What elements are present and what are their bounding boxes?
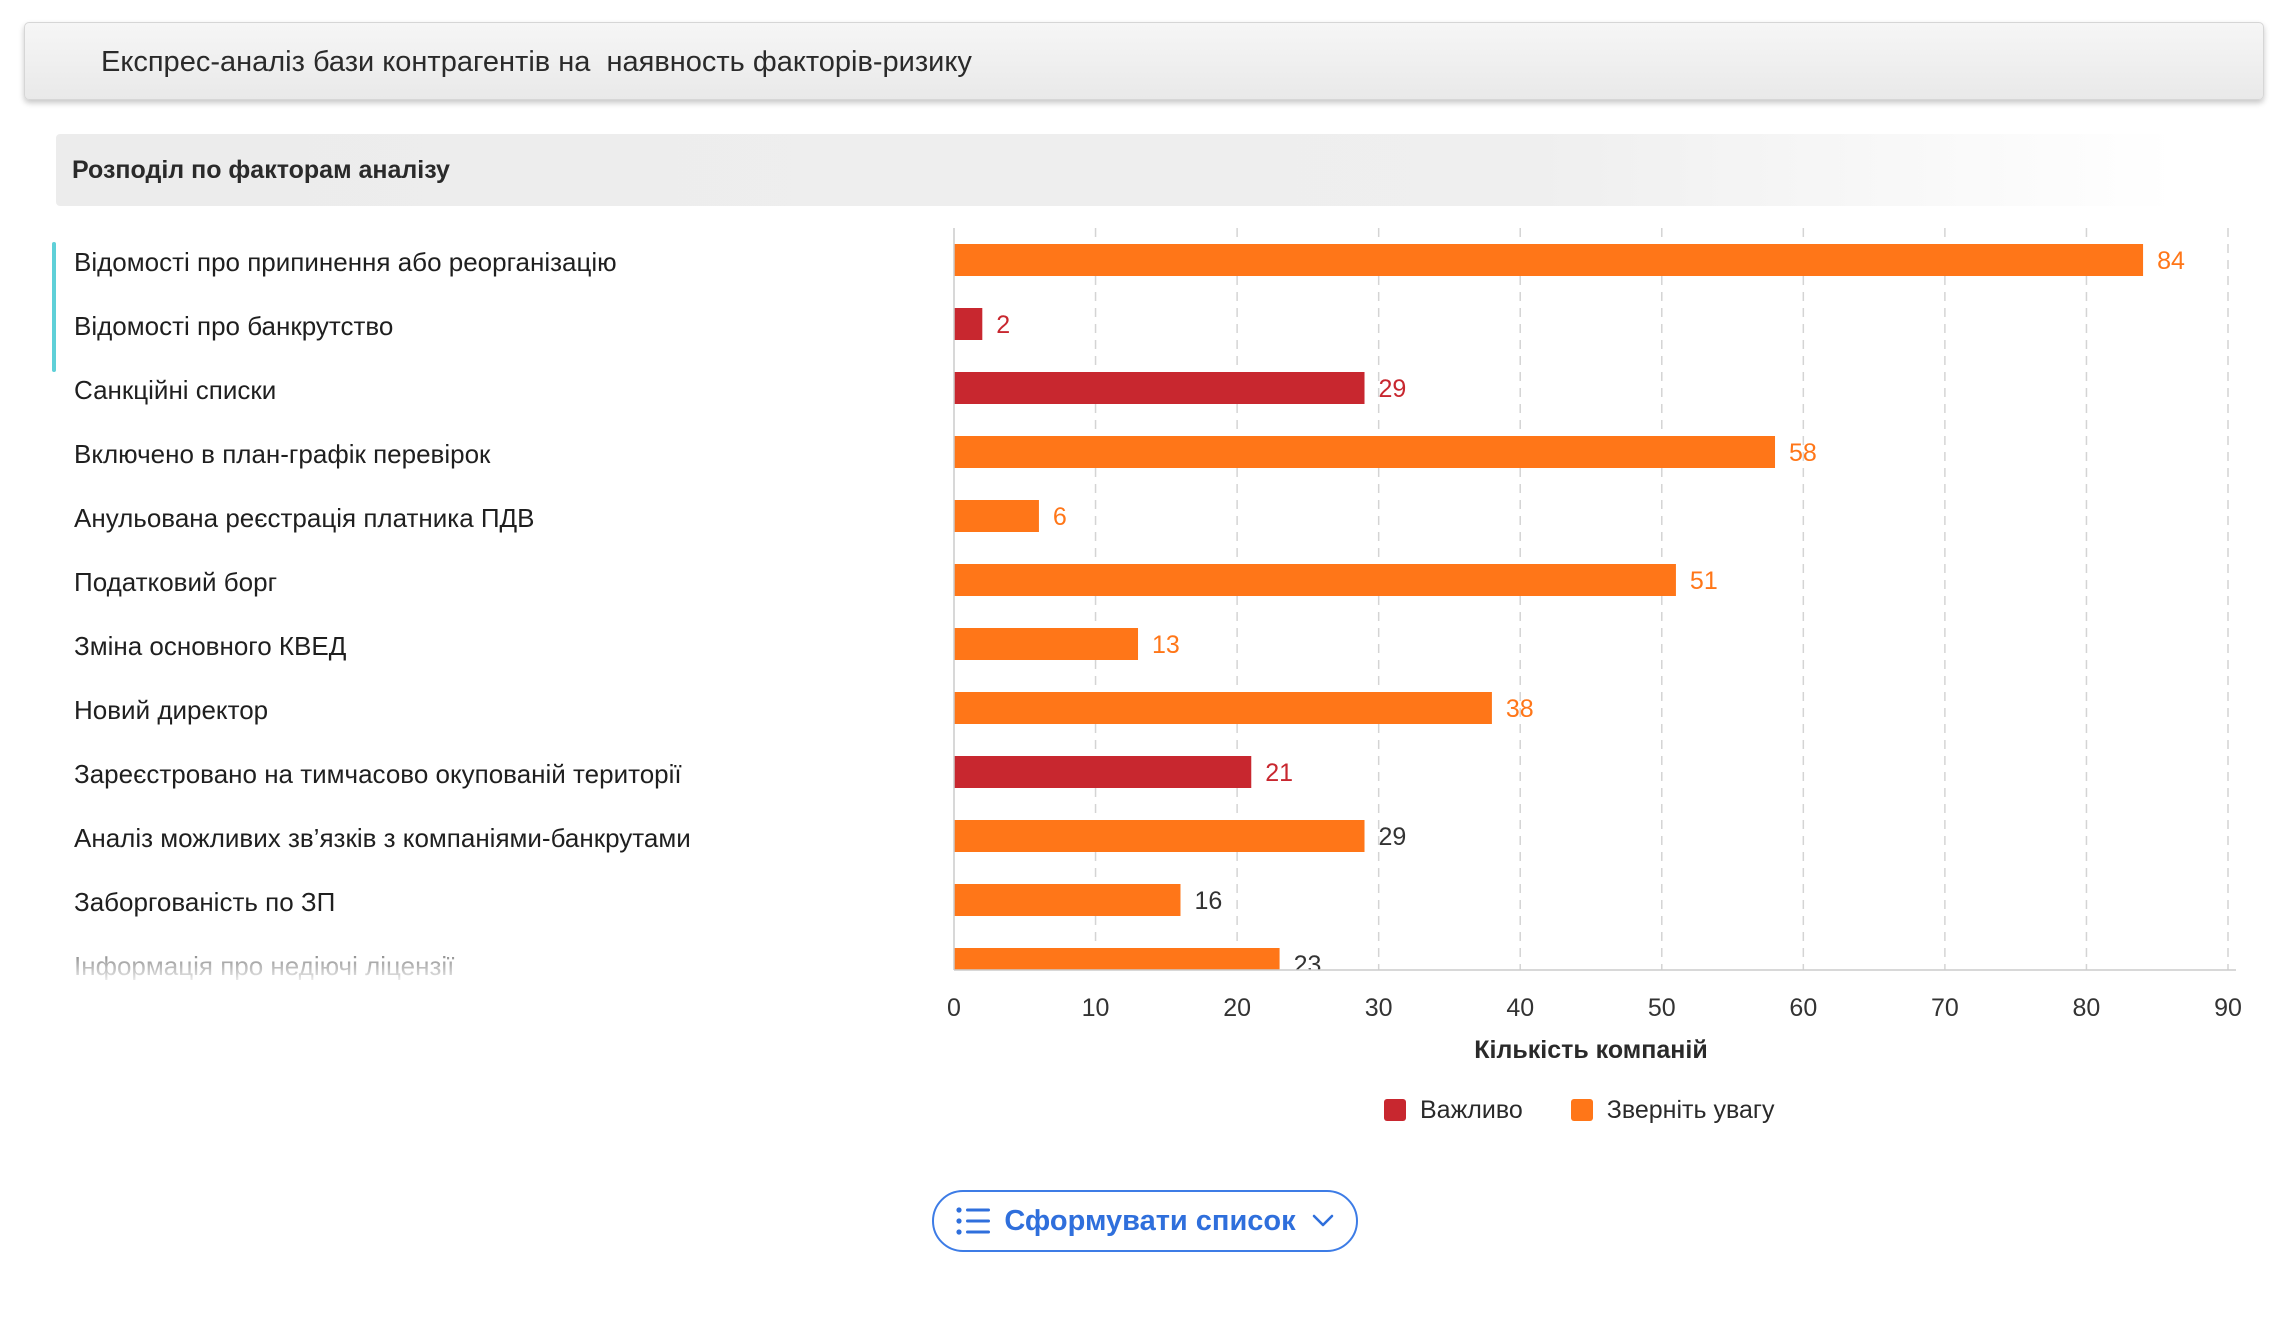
bar-value-label: 16 <box>1194 887 1222 915</box>
bar-value-label: 2 <box>996 311 1010 339</box>
chevron-down-icon <box>1312 1214 1334 1228</box>
legend-item-important[interactable]: Важливо <box>1384 1096 1523 1125</box>
factor-item[interactable]: Зареєстровано на тимчасово окупованій те… <box>74 759 682 789</box>
bar-value-label: 6 <box>1053 503 1067 531</box>
x-tick-label: 30 <box>1365 994 1393 1022</box>
page-title: Експрес-аналіз бази контрагентів на наяв… <box>101 46 972 78</box>
bar-value-label: 58 <box>1789 439 1817 467</box>
bar-value-label: 23 <box>1294 951 1322 979</box>
legend-swatch-important <box>1384 1099 1406 1121</box>
legend-label-attention: Зверніть увагу <box>1606 1095 1775 1124</box>
factor-item[interactable]: Новий директор <box>74 695 269 725</box>
bar-value-label: 29 <box>1379 375 1407 403</box>
bar[interactable] <box>954 756 1252 788</box>
factor-item[interactable]: Зміна основного КВЕД <box>74 631 347 661</box>
bar[interactable] <box>954 692 1492 724</box>
bar-value-label: 29 <box>1379 823 1407 851</box>
factor-item[interactable]: Санкційні списки <box>74 375 277 405</box>
factor-item[interactable]: Аналіз можливих зв’язків з компаніями-ба… <box>74 823 691 853</box>
bar[interactable] <box>954 820 1365 852</box>
factor-item[interactable]: Анульована реєстрація платника ПДВ <box>74 503 535 533</box>
bar[interactable] <box>954 564 1676 596</box>
x-tick-label: 80 <box>2073 994 2101 1022</box>
list-icon <box>956 1206 991 1236</box>
x-tick-label: 20 <box>1223 994 1251 1022</box>
legend-item-attention[interactable]: Зверніть увагу <box>1570 1095 1775 1125</box>
x-tick-label: 50 <box>1648 994 1676 1022</box>
chart-legend: Важливо Зверніть увагу <box>1384 1092 1822 1128</box>
bar[interactable] <box>954 372 1365 404</box>
bar[interactable] <box>954 948 1280 980</box>
section-title: Розподіл по факторам аналізу <box>72 156 450 184</box>
legend-label-important: Важливо <box>1420 1095 1523 1124</box>
bar[interactable] <box>954 436 1776 468</box>
x-tick-label: 0 <box>947 994 961 1022</box>
generate-list-label: Сформувати список <box>1004 1204 1296 1237</box>
page-header: Експрес-аналіз бази контрагентів на наяв… <box>24 22 2264 100</box>
x-tick-label: 90 <box>2214 994 2242 1022</box>
factor-item[interactable]: Відомості про припинення або реорганізац… <box>74 247 617 277</box>
x-tick-label: 60 <box>1789 994 1817 1022</box>
bar-value-label: 38 <box>1506 695 1534 723</box>
legend-swatch-attention <box>1570 1099 1593 1121</box>
factor-item[interactable]: Відомості про банкрутство <box>74 311 394 341</box>
bar[interactable] <box>954 500 1039 532</box>
scroll-indicator[interactable] <box>52 242 56 372</box>
factor-item[interactable]: Податковий борг <box>74 567 278 597</box>
bar-value-label: 84 <box>2157 247 2185 275</box>
bar[interactable] <box>954 244 2144 276</box>
x-tick-label: 40 <box>1506 994 1534 1022</box>
generate-list-button[interactable]: Сформувати список <box>932 1190 1358 1252</box>
bar[interactable] <box>954 884 1181 916</box>
bar[interactable] <box>954 628 1139 660</box>
bar-value-label: 51 <box>1690 567 1718 595</box>
x-tick-label: 70 <box>1931 994 1959 1022</box>
x-tick-label: 10 <box>1082 994 1110 1022</box>
factor-item[interactable]: Заборгованість по ЗП <box>74 887 336 917</box>
bar-value-label: 21 <box>1265 759 1293 787</box>
section-header: Розподіл по факторам аналізу <box>56 134 2176 206</box>
bar[interactable] <box>954 308 983 340</box>
bar-value-label: 13 <box>1152 631 1180 659</box>
x-axis-title: Кількість компаній <box>1474 1036 1707 1064</box>
factor-item[interactable]: Включено в план-графік перевірок <box>74 439 491 469</box>
